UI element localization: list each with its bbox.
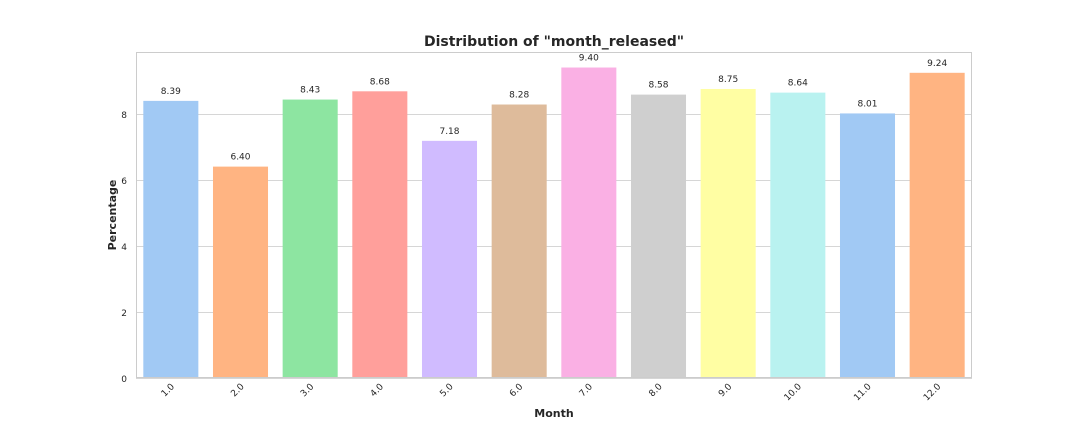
bar — [770, 92, 826, 379]
y-axis-label: Percentage — [106, 180, 119, 251]
y-tick-label: 4 — [121, 243, 127, 253]
bar — [282, 99, 338, 378]
bar — [212, 166, 269, 378]
data-label: 8.75 — [718, 75, 738, 85]
bar — [909, 72, 965, 379]
data-label: 8.68 — [370, 77, 390, 87]
bar — [700, 88, 756, 378]
data-label: 8.39 — [161, 87, 181, 97]
plot-frame — [136, 52, 972, 378]
data-label: 8.64 — [788, 79, 808, 89]
x-axis-label: Month — [534, 407, 573, 420]
bar — [630, 94, 687, 378]
data-label: 6.40 — [230, 153, 250, 163]
y-tick-label: 6 — [121, 177, 127, 187]
data-label: 9.40 — [579, 54, 599, 64]
data-label: 8.43 — [300, 86, 320, 96]
y-tick-labels: 0 2 4 6 8 — [121, 111, 127, 385]
bar — [352, 91, 408, 378]
data-label: 8.28 — [509, 91, 529, 101]
bar — [561, 67, 617, 379]
data-label: 9.24 — [927, 59, 947, 69]
chart-title: Distribution of "month_released" — [424, 34, 684, 50]
grid-layer — [136, 114, 972, 379]
y-tick-label: 8 — [121, 111, 127, 121]
bar-layer — [143, 67, 965, 379]
data-label: 7.18 — [439, 127, 459, 137]
bar — [491, 104, 547, 378]
data-label: 8.01 — [857, 99, 877, 109]
y-tick-label: 2 — [121, 309, 127, 319]
y-tick-label: 0 — [121, 375, 127, 385]
data-label: 8.58 — [648, 81, 668, 91]
bar — [839, 113, 896, 379]
data-labels: 8.39 6.40 8.43 8.68 7.18 8.28 9.40 8.58 8.75 8.64… — [161, 54, 948, 163]
bar — [143, 100, 199, 378]
bar — [421, 140, 478, 378]
